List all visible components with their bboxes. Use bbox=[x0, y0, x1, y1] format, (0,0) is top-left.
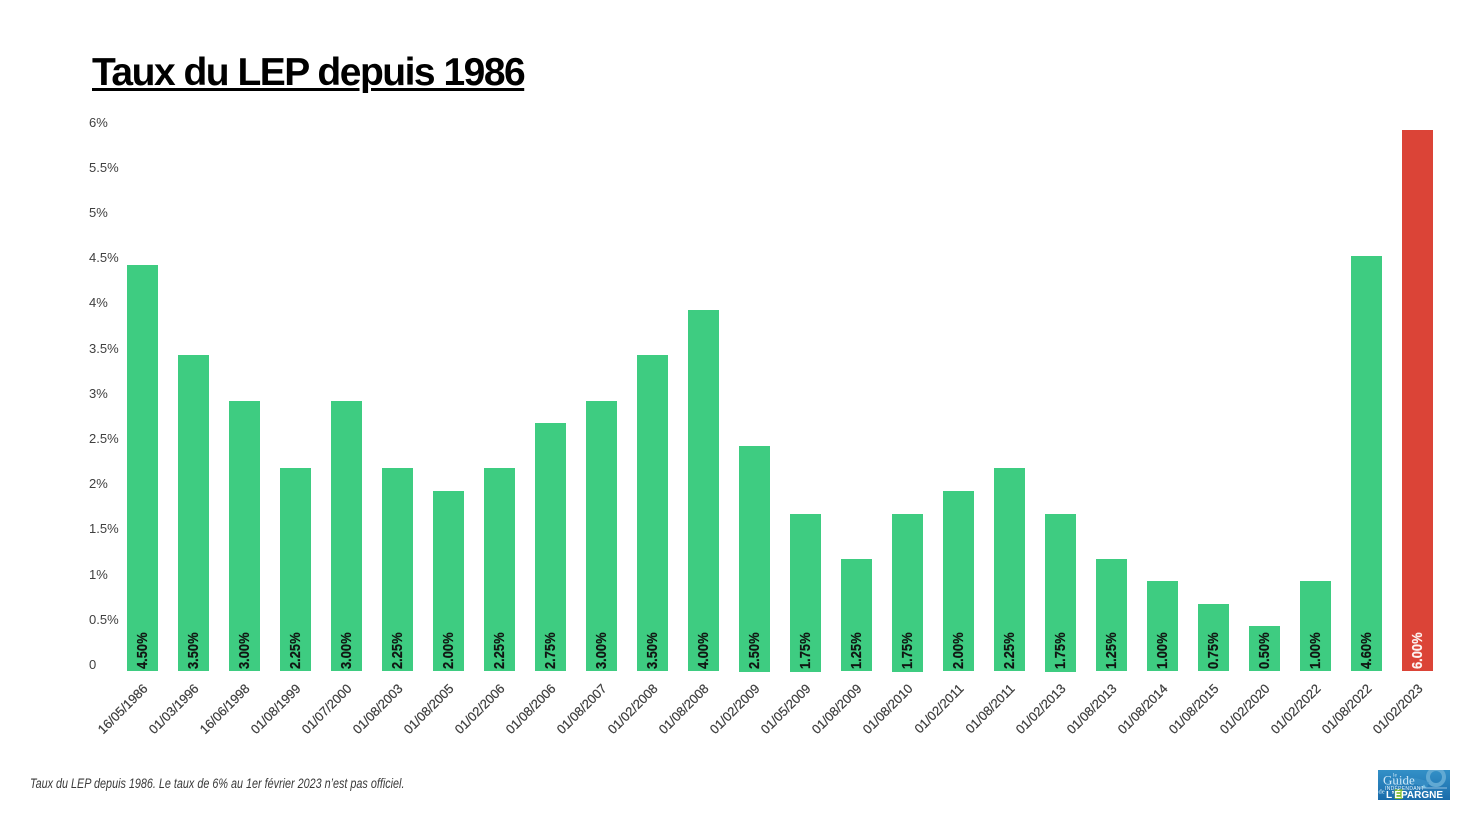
svg-text:le: le bbox=[1393, 773, 1398, 779]
svg-text:INDÉPENDANT: INDÉPENDANT bbox=[1385, 785, 1424, 792]
svg-text:de: de bbox=[1379, 789, 1385, 796]
svg-text:L’ÉPARGNE: L’ÉPARGNE bbox=[1386, 788, 1443, 800]
svg-text:Guide: Guide bbox=[1383, 773, 1415, 788]
